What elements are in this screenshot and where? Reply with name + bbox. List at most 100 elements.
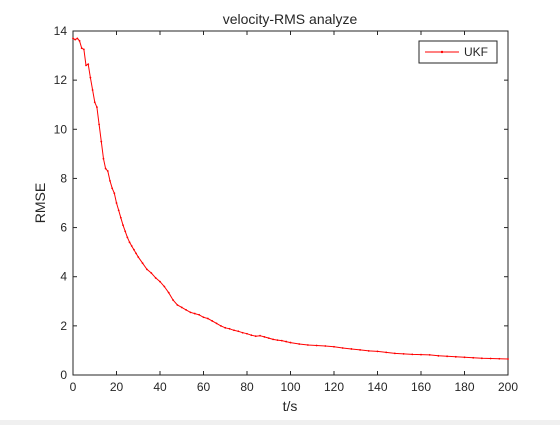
data-point: [115, 202, 118, 204]
data-point: [333, 345, 335, 348]
data-point: [507, 358, 509, 360]
data-point: [402, 352, 405, 355]
x-tick-label: 200: [498, 380, 518, 394]
chart-title: velocity-RMS analyze: [223, 11, 358, 27]
data-point: [237, 330, 240, 333]
data-point: [150, 272, 153, 274]
y-tick-label: 4: [60, 270, 67, 284]
legend: UKF: [418, 40, 498, 64]
x-axis-label: t/s: [283, 398, 298, 414]
data-point: [104, 167, 107, 170]
data-point: [100, 140, 103, 143]
data-point: [385, 351, 388, 354]
data-point: [250, 334, 253, 337]
data-point: [276, 339, 279, 342]
data-point: [420, 353, 422, 356]
data-point: [130, 245, 133, 247]
data-point: [135, 252, 137, 255]
data-point: [80, 47, 83, 50]
x-tick-label: 20: [110, 380, 124, 394]
data-point: [98, 123, 100, 126]
data-point: [246, 332, 248, 335]
data-point: [89, 76, 92, 79]
data-point: [446, 355, 448, 358]
data-point: [498, 357, 501, 360]
data-point: [109, 179, 111, 182]
data-point: [96, 106, 98, 109]
data-point: [159, 280, 161, 283]
data-point: [254, 335, 257, 338]
y-tick-label: 8: [60, 171, 67, 185]
data-point: [172, 299, 174, 301]
x-tick-label: 100: [280, 380, 300, 394]
data-point: [102, 157, 105, 160]
data-point: [215, 322, 218, 325]
x-tick-label: 80: [240, 380, 254, 394]
data-point: [202, 316, 205, 319]
data-point: [285, 340, 288, 343]
data-point: [167, 291, 170, 294]
y-axis-label: RMSE: [32, 183, 48, 223]
y-tick-label: 0: [60, 368, 67, 382]
data-point: [228, 327, 231, 330]
data-point: [367, 350, 370, 352]
y-tick-label: 6: [60, 221, 67, 235]
x-tick-label: 140: [367, 380, 387, 394]
data-point: [341, 347, 344, 349]
data-point: [350, 348, 353, 350]
data-point: [126, 236, 129, 239]
data-point: [411, 353, 414, 356]
data-point: [307, 344, 309, 346]
data-point: [280, 339, 283, 342]
data-point: [176, 304, 179, 306]
data-point: [298, 343, 301, 345]
data-point: [472, 356, 475, 359]
data-point: [85, 64, 87, 67]
data-point: [185, 308, 188, 311]
data-point: [489, 357, 492, 360]
data-point: [454, 355, 457, 358]
data-point: [315, 344, 318, 347]
data-point: [193, 312, 196, 315]
data-point: [241, 331, 244, 334]
data-point: [93, 101, 96, 104]
x-tick-label: 120: [324, 380, 344, 394]
data-point: [154, 277, 157, 279]
data-point: [76, 37, 79, 40]
data-point: [437, 354, 440, 357]
data-point: [146, 268, 148, 271]
plot-area: [73, 31, 508, 375]
data-point: [82, 48, 85, 51]
data-point: [163, 285, 166, 288]
data-point: [141, 262, 144, 265]
data-point: [128, 241, 131, 244]
x-tick-label: 60: [197, 380, 211, 394]
data-point: [263, 336, 266, 338]
x-tick-label: 180: [454, 380, 474, 394]
data-point: [289, 341, 292, 344]
data-point: [74, 38, 77, 41]
data-point: [72, 37, 74, 40]
data-point: [124, 230, 127, 233]
data-point: [359, 349, 361, 351]
legend-marker: [440, 50, 444, 54]
data-point: [78, 39, 81, 42]
y-tick-label: 12: [54, 73, 68, 87]
y-tick-label: 2: [60, 319, 67, 333]
data-point: [111, 187, 114, 190]
data-point: [428, 353, 431, 356]
data-point: [259, 334, 261, 337]
x-tick-label: 160: [411, 380, 431, 394]
data-point: [211, 320, 214, 322]
data-point: [267, 337, 270, 340]
data-point: [133, 248, 135, 251]
y-tick-label: 14: [54, 24, 68, 38]
data-point: [189, 311, 192, 314]
data-point: [394, 352, 396, 355]
data-point: [220, 324, 222, 327]
data-point: [137, 256, 140, 258]
data-point: [119, 216, 122, 219]
y-tick-label: 10: [54, 122, 68, 136]
data-point: [233, 329, 235, 332]
